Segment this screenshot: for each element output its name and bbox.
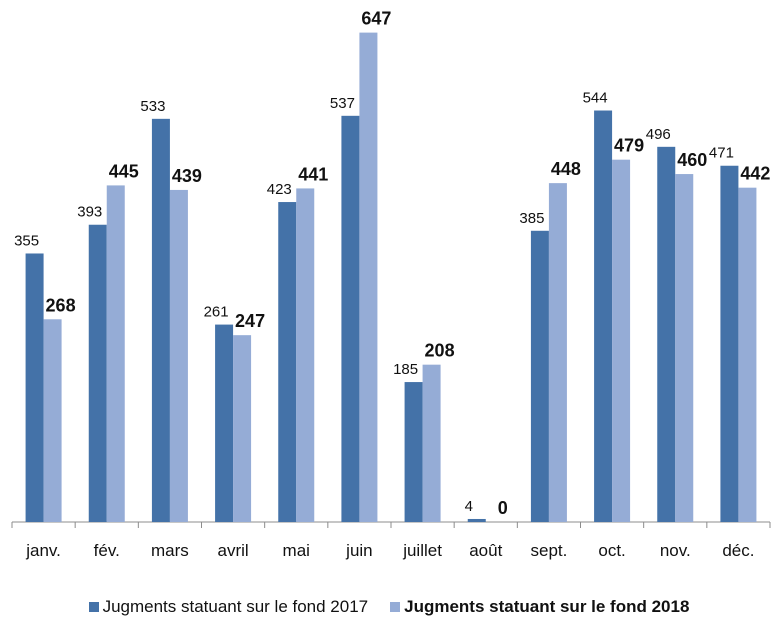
bar-2017-8 [530, 230, 549, 522]
bar-2017-1 [88, 224, 107, 522]
data-label-2017-1: 393 [77, 204, 102, 221]
x-tick-label-1: fév. [94, 541, 120, 560]
legend-swatch-2017 [88, 602, 99, 612]
bar-2017-5 [341, 115, 360, 522]
x-tick-label-10: nov. [660, 541, 691, 560]
data-label-2017-5: 537 [330, 95, 355, 112]
x-tick-label-9: oct. [598, 541, 625, 560]
bar-2018-10 [675, 174, 694, 522]
x-tick-label-3: avril [217, 541, 248, 560]
bar-2017-0 [25, 253, 44, 522]
data-label-2017-0: 355 [14, 232, 39, 249]
legend-label-2017: Jugments statuant sur le fond 2017 [102, 597, 369, 616]
bar-2018-4 [296, 188, 315, 522]
x-tick-label-6: juillet [402, 541, 442, 560]
x-tick-label-2: mars [151, 541, 189, 560]
data-label-2018-1: 445 [109, 161, 139, 181]
data-label-2018-11: 442 [740, 164, 770, 184]
data-label-2018-8: 448 [551, 159, 581, 179]
data-label-2018-2: 439 [172, 166, 202, 186]
data-label-2018-4: 441 [298, 164, 328, 184]
data-label-2017-6: 185 [393, 361, 418, 378]
data-label-2017-9: 544 [583, 90, 608, 107]
bar-2017-2 [151, 118, 170, 522]
data-label-2018-10: 460 [677, 150, 707, 170]
data-label-2018-0: 268 [46, 295, 76, 315]
bar-2018-8 [548, 183, 567, 522]
x-tick-label-5: juin [345, 541, 372, 560]
bar-2018-1 [106, 185, 125, 523]
bar-2018-11 [738, 187, 757, 522]
bar-2017-11 [720, 165, 739, 522]
data-label-2017-8: 385 [519, 210, 544, 227]
bar-2018-0 [43, 319, 62, 522]
legend: Jugments statuant sur le fond 2017 Jugme… [0, 597, 778, 617]
data-label-2018-5: 647 [361, 9, 391, 29]
x-tick-label-7: août [469, 541, 502, 560]
bar-2017-7 [467, 518, 486, 522]
x-tick-label-0: janv. [25, 541, 61, 560]
bar-2017-4 [278, 202, 297, 523]
data-label-2017-4: 423 [267, 181, 292, 198]
bar-2017-9 [594, 110, 613, 522]
x-tick-labels: janv. fév. mars avril mai juin juillet août sept… [25, 541, 754, 560]
legend-swatch-2018 [390, 602, 401, 612]
data-label-2018-7: 0 [498, 498, 508, 518]
x-tick-label-4: mai [283, 541, 310, 560]
data-label-2017-10: 496 [646, 126, 671, 143]
x-tick-label-11: déc. [722, 541, 754, 560]
x-axis [11, 521, 771, 528]
x-tick-label-8: sept. [530, 541, 567, 560]
legend-label-2018: Jugments statuant sur le fond 2018 [404, 597, 690, 616]
legend-item-2017: Jugments statuant sur le fond 2017 [88, 597, 369, 617]
bar-2018-2 [169, 189, 188, 522]
data-labels: 355 268 393 445 533 439 261 247 423 441 537 647 185 2… [14, 9, 770, 518]
bar-2017-10 [657, 146, 676, 522]
data-label-2017-7: 4 [465, 498, 473, 515]
bar-2017-3 [215, 324, 234, 522]
bar-2018-6 [422, 364, 441, 522]
bar-2018-5 [359, 32, 378, 523]
legend-item-2018: Jugments statuant sur le fond 2018 [390, 597, 689, 617]
bar-2018-3 [233, 335, 252, 522]
data-label-2018-6: 208 [425, 341, 455, 361]
data-label-2017-3: 261 [204, 304, 229, 321]
data-label-2018-3: 247 [235, 311, 265, 331]
data-label-2018-9: 479 [614, 136, 644, 156]
bar-2017-6 [404, 382, 423, 522]
bars [25, 32, 757, 523]
data-label-2017-2: 533 [140, 98, 165, 115]
bar-2018-9 [612, 159, 631, 523]
data-label-2017-11: 471 [709, 145, 734, 162]
